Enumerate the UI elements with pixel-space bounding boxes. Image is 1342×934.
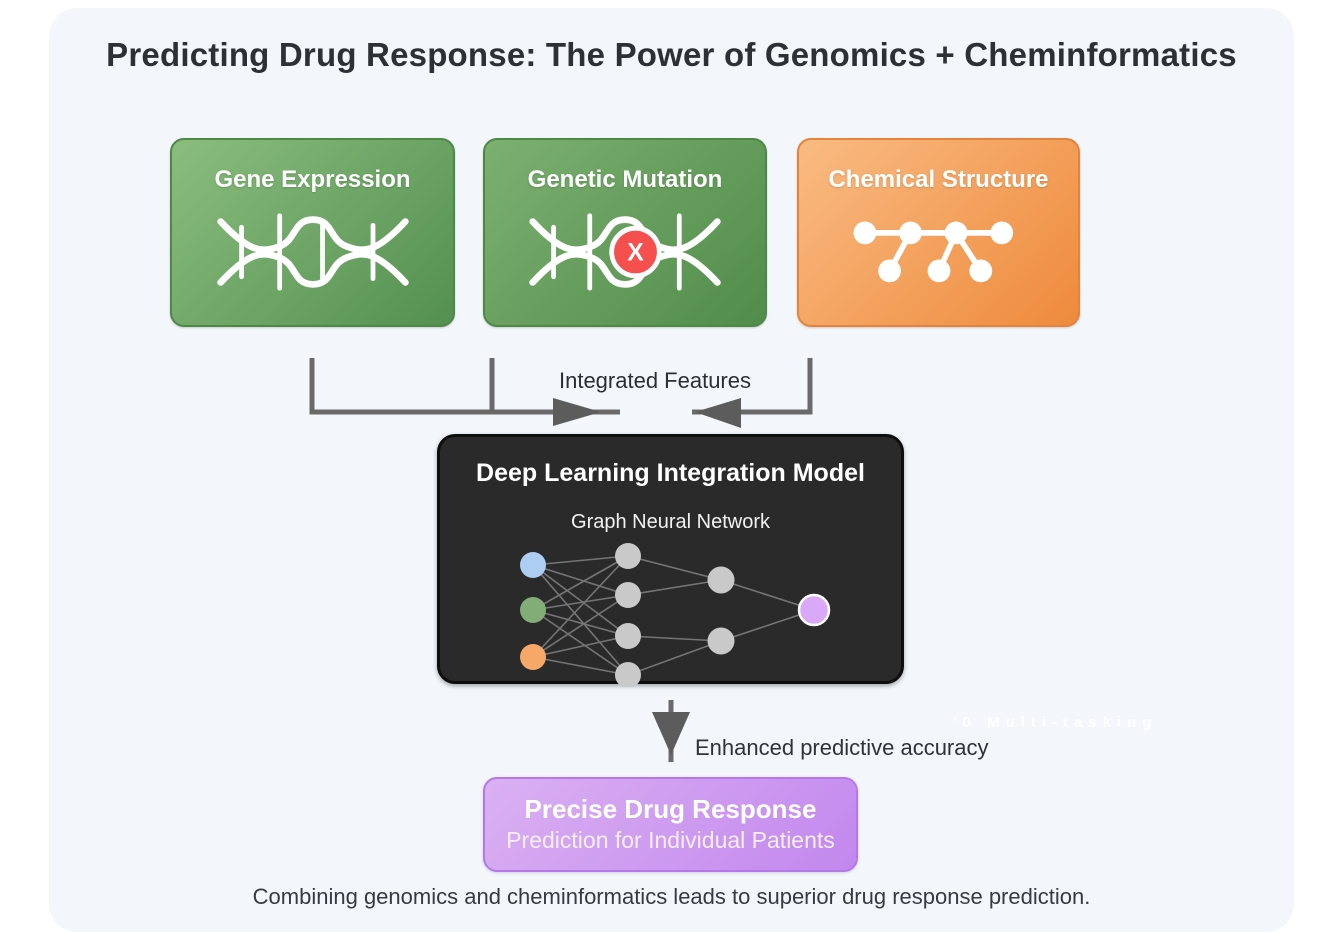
deep-learning-model-box: Deep Learning Integration Model Graph Ne… xyxy=(437,434,904,687)
bottom-caption: Combining genomics and cheminformatics l… xyxy=(252,884,1091,909)
watermark-text: '0 Multi-tasking xyxy=(953,714,1158,731)
gene-expression-label: Gene Expression xyxy=(214,166,411,193)
mutation-marker-x: X xyxy=(627,240,644,267)
dna-mutation-icon: X xyxy=(529,213,721,291)
input-node-genomics xyxy=(520,552,546,578)
input-node-chemical xyxy=(520,644,546,670)
enhanced-accuracy-label: Enhanced predictive accuracy xyxy=(695,735,989,760)
output-node xyxy=(797,593,831,627)
hidden-node xyxy=(615,543,641,569)
integrated-features-label: Integrated Features xyxy=(558,368,751,393)
genetic-mutation-label: Genetic Mutation xyxy=(527,166,723,193)
model-title: Deep Learning Integration Model xyxy=(476,459,865,487)
chemical-structure-box: Chemical Structure xyxy=(797,138,1080,327)
input-node-mutation xyxy=(520,597,546,623)
chemical-structure-label: Chemical Structure xyxy=(828,166,1049,193)
hidden-node xyxy=(615,662,641,687)
output-title: Precise Drug Response xyxy=(524,794,817,825)
neural-network-diagram xyxy=(520,543,831,687)
mutation-marker-circle xyxy=(609,225,662,279)
genetic-mutation-box: Genetic Mutation X xyxy=(483,138,767,327)
dna-icon xyxy=(216,213,409,291)
model-subtitle: Graph Neural Network xyxy=(571,511,770,533)
molecule-icon xyxy=(853,221,1013,283)
page-title: Predicting Drug Response: The Power of G… xyxy=(106,36,1237,73)
hidden-node xyxy=(707,627,735,655)
output-subtitle: Prediction for Individual Patients xyxy=(506,826,835,853)
hidden-node xyxy=(615,623,641,649)
hidden-node xyxy=(707,566,735,594)
gene-expression-box: Gene Expression xyxy=(170,138,455,327)
hidden-node xyxy=(615,582,641,608)
precise-drug-response-box: Precise Drug Response Prediction for Ind… xyxy=(483,777,858,872)
